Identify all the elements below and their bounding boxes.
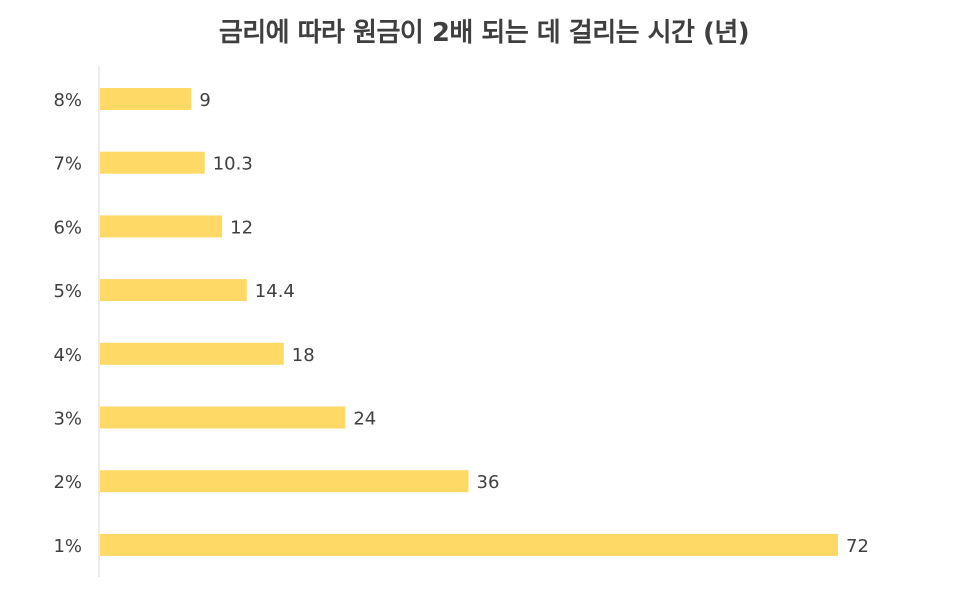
bar-8pct <box>100 88 192 110</box>
category-label: 4% <box>53 345 82 366</box>
bar-1pct <box>100 533 838 556</box>
category-label: 7% <box>53 154 82 175</box>
bar-5pct <box>100 279 247 302</box>
value-label: 24 <box>353 409 376 430</box>
category-label: 2% <box>53 472 82 493</box>
value-label: 14.4 <box>255 281 295 302</box>
value-label: 18 <box>292 345 315 366</box>
bar-4pct <box>100 342 284 365</box>
value-label: 72 <box>846 536 869 557</box>
value-label: 12 <box>230 217 253 238</box>
category-label: 5% <box>53 281 82 302</box>
value-label: 10.3 <box>213 154 253 175</box>
value-label: 36 <box>477 472 500 493</box>
bar-6pct <box>100 215 223 238</box>
value-labels-layer: 9 10.3 12 14.4 18 24 36 72 <box>199 90 869 557</box>
chart-title: 금리에 따라 원금이 2배 되는 데 걸리는 시간 (년) <box>218 18 750 48</box>
category-label: 6% <box>53 217 82 238</box>
bars-layer <box>100 88 838 556</box>
bar-3pct <box>100 406 346 429</box>
category-label: 3% <box>53 409 82 430</box>
category-label: 1% <box>53 536 82 557</box>
value-label: 9 <box>199 90 210 111</box>
bar-7pct <box>100 151 205 174</box>
bar-2pct <box>100 470 469 493</box>
category-labels-layer: 8% 7% 6% 5% 4% 3% 2% 1% <box>53 90 82 557</box>
category-label: 8% <box>53 90 82 111</box>
